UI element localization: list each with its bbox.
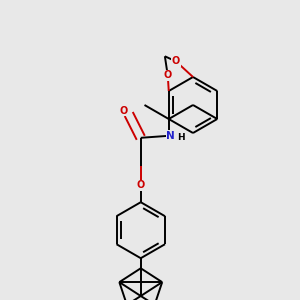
Text: N: N bbox=[167, 131, 175, 141]
Text: O: O bbox=[164, 70, 172, 80]
Text: O: O bbox=[120, 106, 128, 116]
Text: O: O bbox=[172, 56, 180, 66]
Text: O: O bbox=[136, 180, 145, 190]
Text: H: H bbox=[177, 133, 184, 142]
